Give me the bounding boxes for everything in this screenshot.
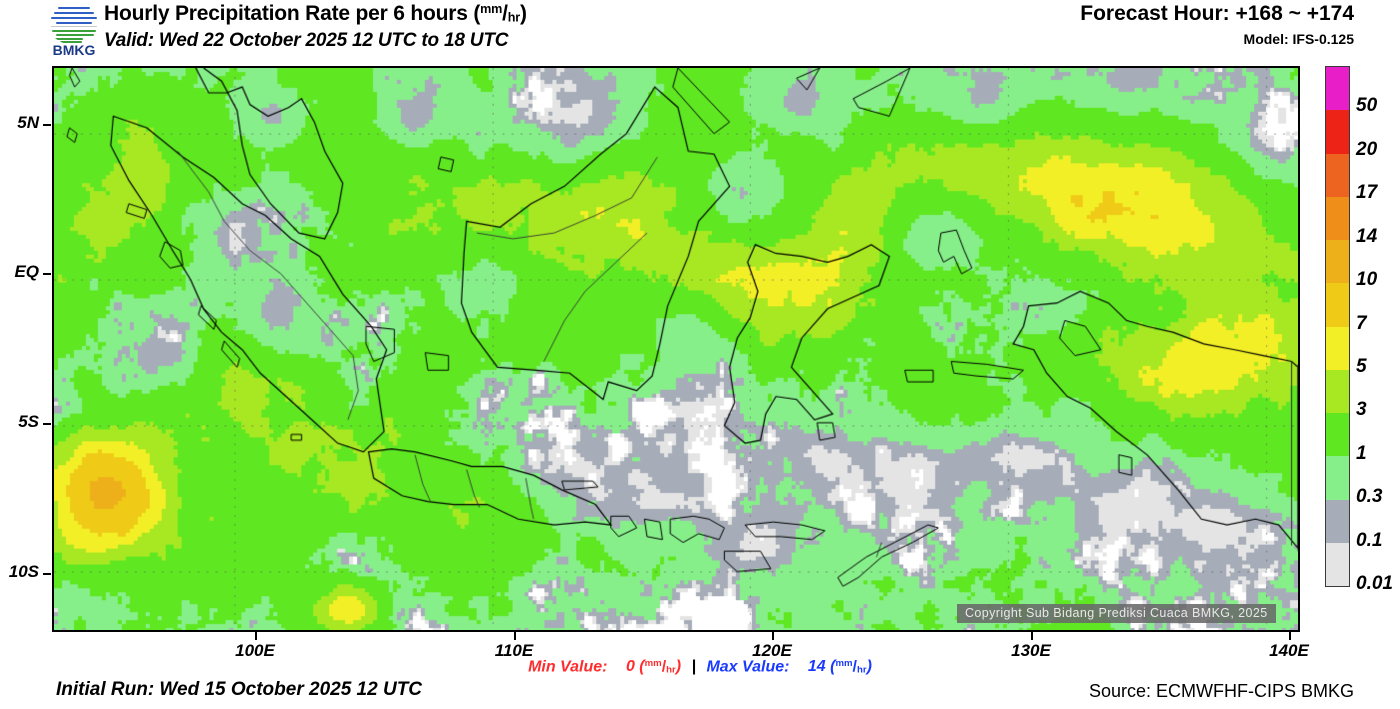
colorbar-band-0.3	[1326, 456, 1349, 500]
min-value-unit: (mm/hr)	[634, 658, 682, 676]
colorbar-tick-0.01: 0.01	[1356, 573, 1393, 594]
logo-wave-green-3	[60, 41, 82, 44]
y-tick-label-5S: 5S	[18, 412, 39, 431]
min-value: 0	[625, 658, 635, 676]
bmkg-logo: BMKG	[44, 1, 104, 59]
title-unit-numerator: mm	[480, 2, 503, 17]
colorbar-labels: 50 20 17 14 10 7 5 3 1 0.3 0.1 0.01	[1356, 66, 1400, 606]
bmkg-logo-disc	[48, 1, 100, 45]
colorbar-band-14	[1326, 196, 1349, 240]
minmax-separator: |	[691, 658, 696, 676]
x-tick-label-140E: 140E	[1269, 641, 1309, 660]
x-tick-mark-130E	[1031, 632, 1033, 640]
colorbar-tick-5: 5	[1356, 355, 1367, 377]
x-tick-mark-140E	[1289, 632, 1291, 640]
colorbar-tick-17: 17	[1356, 182, 1378, 204]
copyright-watermark: Copyright Sub Bidang Prediksi Cuaca BMKG…	[957, 604, 1276, 623]
logo-wave-green-0	[52, 30, 96, 33]
colorbar-band-0.1	[1326, 499, 1349, 543]
page-title-text: Hourly Precipitation Rate per 6 hours (	[104, 2, 481, 25]
forecast-hour-label: Forecast Hour: +168 ~ +174	[1080, 2, 1354, 25]
y-tick-mark-5N	[43, 124, 51, 126]
logo-wave-blue-2	[51, 17, 97, 20]
logo-wave-blue-3	[56, 22, 92, 25]
title-close-paren: )	[519, 2, 527, 25]
colorbar-band-0.01	[1326, 542, 1349, 586]
logo-wave-green-2	[53, 38, 83, 41]
colorbar-tick-1: 1	[1356, 442, 1367, 464]
colorbar-tick-14: 14	[1356, 225, 1378, 247]
max-value-label: Max Value:	[706, 658, 790, 676]
logo-wave-blue-0	[58, 7, 90, 10]
colorbar-band-3	[1326, 369, 1349, 413]
colorbar-tick-7: 7	[1356, 312, 1367, 334]
colorbar-tick-3: 3	[1356, 399, 1367, 421]
colorbar-tick-20: 20	[1356, 138, 1378, 160]
y-tick-mark-10S	[43, 573, 51, 575]
max-value: 14	[807, 658, 826, 676]
x-tick-label-130E: 130E	[1011, 641, 1051, 660]
colorbar-tick-0.3: 0.3	[1356, 486, 1383, 508]
logo-wave-blue-1	[54, 12, 94, 15]
precipitation-map[interactable]: Copyright Sub Bidang Prediksi Cuaca BMKG…	[52, 66, 1300, 632]
x-tick-label-110E: 110E	[494, 641, 534, 660]
title-unit-denominator: hr	[507, 10, 520, 25]
logo-divider	[51, 26, 97, 28]
colorbar-band-50	[1326, 67, 1349, 111]
map-raster	[54, 68, 1298, 630]
page-title: Hourly Precipitation Rate per 6 hours (m…	[104, 2, 527, 26]
max-value-unit: (mm/hr)	[825, 658, 872, 676]
colorbar-band-20	[1326, 110, 1349, 154]
colorbar-tick-0.1: 0.1	[1356, 529, 1383, 551]
colorbar-band-7	[1326, 283, 1349, 327]
initial-run-label: Initial Run: Wed 15 October 2025 12 UTC	[56, 679, 423, 700]
header: BMKG Hourly Precipitation Rate per 6 hou…	[0, 0, 1400, 62]
colorbar-tick-10: 10	[1356, 269, 1378, 291]
colorbar-band-10	[1326, 240, 1349, 284]
minmax-line: Min Value: 0 (mm/hr) | Max Value: 14 (mm…	[0, 658, 1400, 676]
title-unit: mm/hr	[480, 2, 520, 26]
y-tick-mark-EQ	[43, 273, 51, 275]
colorbar-band-5	[1326, 326, 1349, 370]
y-tick-label-EQ: EQ	[14, 262, 39, 281]
y-tick-label-10S: 10S	[8, 562, 39, 581]
colorbar-tick-50: 50	[1356, 95, 1378, 117]
logo-wave-green-1	[56, 34, 94, 37]
colorbar-band-17	[1326, 153, 1349, 197]
model-label: Model: IFS-0.125	[1243, 31, 1354, 47]
x-tick-mark-110E	[514, 632, 516, 640]
title-unit-slash: /	[502, 2, 508, 25]
valid-time-subtitle: Valid: Wed 22 October 2025 12 UTC to 18 …	[104, 30, 509, 51]
x-tick-label-120E: 120E	[752, 641, 792, 660]
y-tick-mark-5S	[43, 423, 51, 425]
x-tick-label-100E: 100E	[235, 641, 275, 660]
min-value-label: Min Value:	[528, 658, 608, 676]
bmkg-logo-label: BMKG	[52, 42, 96, 58]
colorbar	[1325, 66, 1350, 587]
source-label: Source: ECMWFHF-CIPS BMKG	[1088, 681, 1354, 701]
colorbar-band-1	[1326, 413, 1349, 457]
x-tick-mark-120E	[772, 632, 774, 640]
x-tick-mark-100E	[255, 632, 257, 640]
y-tick-label-5N: 5N	[17, 113, 39, 132]
